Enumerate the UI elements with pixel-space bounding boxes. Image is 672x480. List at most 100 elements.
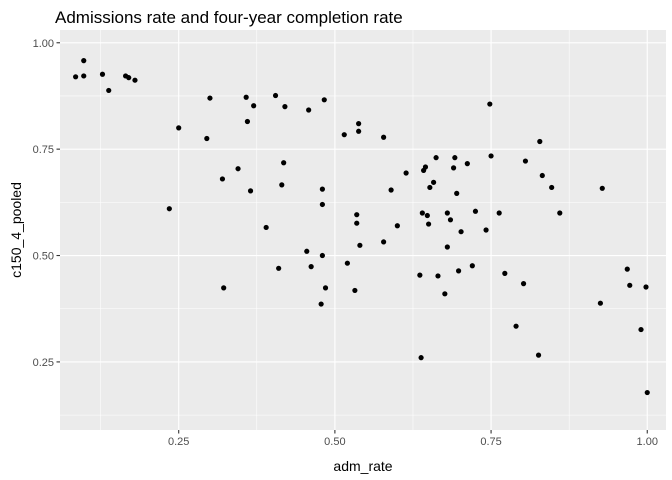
data-point [251,103,257,109]
data-point [539,172,545,179]
x-tick-label: 0.75 [480,436,501,448]
plot-panel [60,30,666,430]
data-point [417,272,423,278]
data-point [454,190,460,196]
data-point [458,229,464,235]
data-point [452,155,458,161]
data-points [73,58,650,396]
y-tick-label: 0.50 [33,251,54,263]
data-point [81,73,87,79]
grid-minor [60,30,666,430]
data-point [235,166,241,172]
data-point [244,118,251,125]
data-point [537,138,543,145]
data-point [557,210,563,216]
y-tick-label: 1.00 [33,38,54,50]
data-point [126,75,132,81]
data-point [487,101,493,107]
data-point [599,185,605,191]
data-point [321,97,327,103]
data-point [496,210,502,216]
data-point [624,266,630,272]
data-point [308,264,314,270]
data-point [433,155,439,161]
data-point [354,212,360,218]
data-point [356,128,362,134]
data-point [419,210,425,216]
x-tick-label: 0.25 [168,436,189,448]
data-point [263,224,269,231]
data-point [219,176,226,182]
data-point [352,287,358,294]
data-point [403,170,409,176]
grid-major [60,30,666,430]
chart-title: Admissions rate and four-year completion… [55,8,403,27]
x-axis-ticks: 0.25 0.50 0.75 1.00 [168,430,658,448]
data-point [381,134,387,140]
data-point [549,184,555,191]
x-tick-label: 0.50 [324,436,345,448]
data-point [99,71,106,77]
data-point [344,260,350,266]
data-point [247,188,254,194]
x-tick-label: 1.00 [637,436,658,448]
data-point [81,58,87,64]
data-point [502,270,508,276]
data-point [520,281,527,287]
data-point [535,352,542,358]
data-point [469,263,475,269]
y-axis-label: c150_4_pooled [8,182,24,278]
data-point [106,87,112,94]
data-point [319,186,325,192]
data-point [447,217,454,223]
data-point [597,300,604,306]
data-point [442,291,448,297]
data-point [354,220,360,226]
data-point [282,104,288,110]
data-point [455,268,462,274]
data-point [444,244,450,250]
data-point [176,125,182,131]
y-axis-ticks: 0.25 0.50 0.75 1.00 [33,38,60,369]
data-point [464,161,470,167]
data-point [272,92,279,99]
data-point [638,326,644,333]
y-tick-label: 0.75 [33,144,54,156]
data-point [322,285,329,291]
data-point [427,184,433,191]
data-point [207,95,213,101]
data-point [319,252,325,259]
data-point [243,94,249,100]
data-point [356,121,362,127]
data-point [166,206,172,212]
data-point [418,355,424,361]
data-point [281,160,287,166]
data-point [426,221,432,227]
data-point [221,285,227,291]
data-point [381,239,387,245]
data-point [644,389,650,396]
data-point [306,107,312,113]
data-point [318,301,324,307]
data-point [132,77,138,83]
data-point [422,164,429,170]
data-point [341,132,347,138]
data-point [483,227,489,233]
data-point [435,273,441,279]
data-point [522,158,529,164]
data-point [488,153,494,159]
data-point [450,165,457,171]
data-point [319,201,325,208]
data-point [276,265,282,271]
data-point [388,187,394,193]
data-point [627,282,633,288]
data-point [472,208,479,214]
data-point [444,210,450,216]
data-point [513,323,519,329]
data-point [73,74,79,80]
y-tick-label: 0.25 [33,357,54,369]
data-point [279,182,285,188]
data-point [204,135,210,142]
data-point [431,179,437,185]
